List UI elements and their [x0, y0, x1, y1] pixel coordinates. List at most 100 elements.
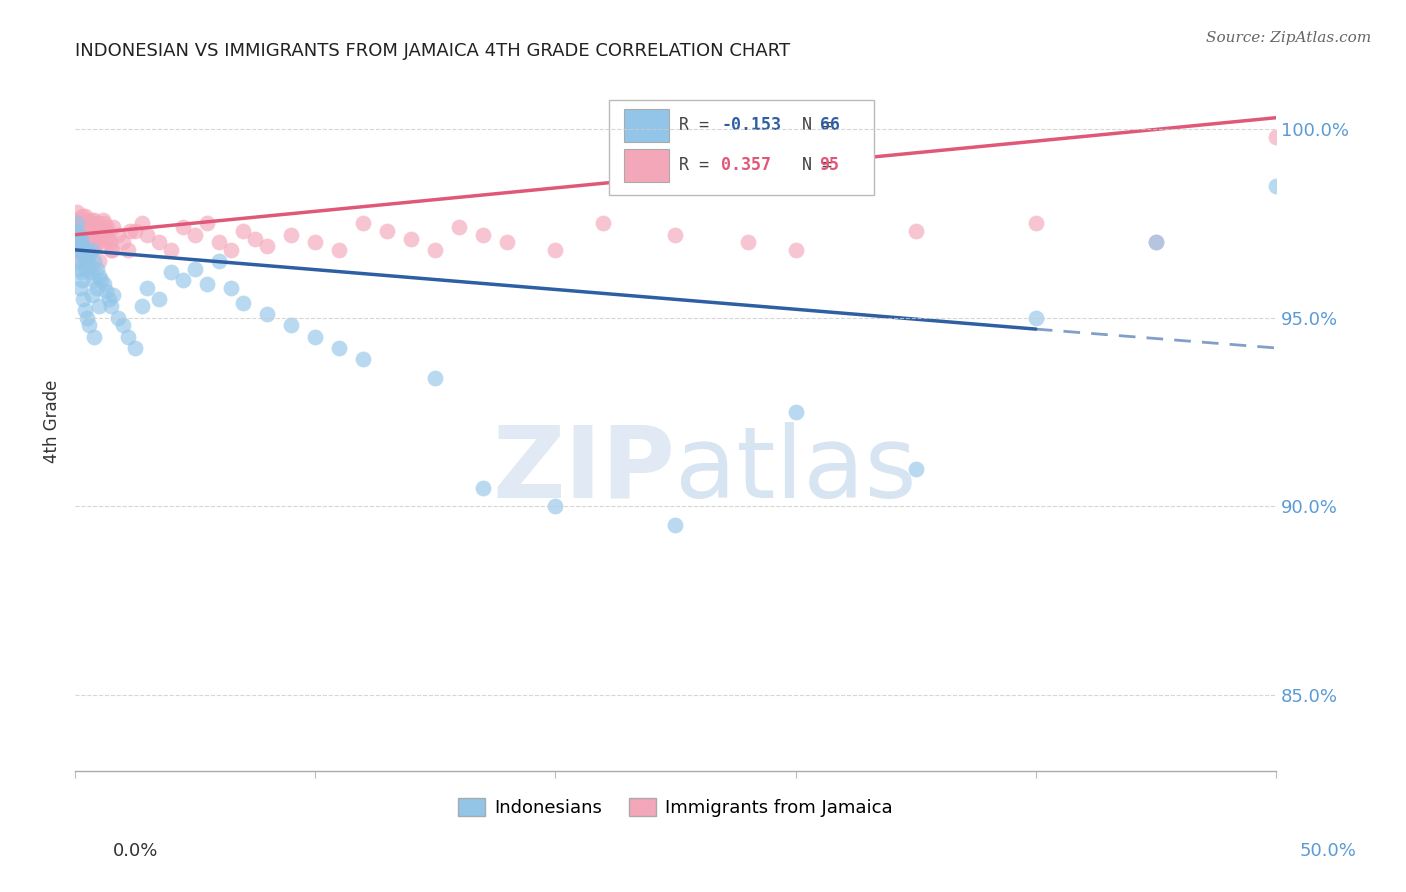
Point [592, 216, 614, 230]
Point [94, 231, 117, 245]
Point [425, 243, 447, 257]
Point [82, 231, 104, 245]
Text: INDONESIAN VS IMMIGRANTS FROM JAMAICA 4TH GRADE CORRELATION CHART: INDONESIAN VS IMMIGRANTS FROM JAMAICA 4T… [75, 42, 790, 60]
Point [77, 216, 100, 230]
Point [184, 261, 207, 276]
Point [75, 261, 97, 276]
Point [83, 239, 105, 253]
Point [1144, 235, 1167, 250]
Point [93, 277, 115, 291]
Point [544, 500, 567, 514]
Point [83, 329, 105, 343]
Text: 95: 95 [820, 156, 839, 174]
Point [87, 235, 110, 250]
Point [73, 224, 96, 238]
Point [148, 292, 170, 306]
FancyBboxPatch shape [624, 149, 669, 182]
Point [107, 227, 129, 242]
Point [304, 329, 326, 343]
Point [91, 212, 114, 227]
Point [76, 243, 98, 257]
Point [208, 254, 231, 268]
Point [87, 216, 110, 230]
Text: -0.153: -0.153 [721, 117, 782, 135]
Point [73, 212, 96, 227]
Point [904, 461, 927, 475]
Point [184, 227, 207, 242]
Text: atlas: atlas [675, 422, 917, 519]
Point [737, 235, 759, 250]
Point [75, 227, 97, 242]
Point [148, 235, 170, 250]
Point [69, 280, 91, 294]
Point [76, 243, 98, 257]
Point [1265, 178, 1288, 193]
Point [160, 265, 183, 279]
Text: 50.0%: 50.0% [1301, 842, 1357, 860]
Point [172, 220, 194, 235]
Point [328, 341, 350, 355]
Point [66, 243, 89, 257]
Point [103, 288, 125, 302]
Point [304, 235, 326, 250]
Point [103, 220, 125, 235]
Point [117, 243, 139, 257]
Point [70, 235, 93, 250]
Text: N =: N = [772, 117, 842, 135]
Point [96, 220, 118, 235]
Point [195, 216, 218, 230]
Point [70, 209, 93, 223]
Point [160, 243, 183, 257]
Point [66, 205, 89, 219]
Point [72, 246, 94, 260]
Point [79, 258, 101, 272]
Point [73, 254, 96, 268]
Point [70, 273, 93, 287]
Point [80, 235, 103, 250]
Point [80, 288, 103, 302]
Point [83, 254, 105, 268]
Point [352, 352, 374, 367]
Point [219, 243, 242, 257]
Text: N =: N = [772, 156, 842, 174]
Text: 0.0%: 0.0% [112, 842, 157, 860]
Point [97, 231, 120, 245]
FancyBboxPatch shape [609, 101, 873, 194]
Point [75, 209, 97, 223]
Point [131, 300, 153, 314]
Point [86, 280, 108, 294]
Point [87, 269, 110, 284]
Text: 66: 66 [820, 117, 839, 135]
Point [101, 243, 124, 257]
Point [66, 212, 89, 227]
Point [69, 254, 91, 268]
FancyBboxPatch shape [624, 109, 669, 142]
Point [82, 224, 104, 238]
Point [449, 220, 471, 235]
Point [70, 243, 93, 257]
Point [80, 212, 103, 227]
Point [72, 220, 94, 235]
Point [86, 235, 108, 250]
Point [79, 216, 101, 230]
Point [328, 243, 350, 257]
Point [98, 235, 121, 250]
Point [256, 239, 278, 253]
Point [904, 224, 927, 238]
Point [83, 212, 105, 227]
Point [117, 329, 139, 343]
Point [1144, 235, 1167, 250]
Point [80, 243, 103, 257]
Point [67, 212, 90, 227]
Point [73, 235, 96, 250]
Text: Source: ZipAtlas.com: Source: ZipAtlas.com [1205, 31, 1371, 45]
Point [100, 243, 122, 257]
Y-axis label: 4th Grade: 4th Grade [44, 380, 60, 463]
Point [76, 235, 98, 250]
Point [120, 224, 142, 238]
Point [112, 235, 135, 250]
Point [256, 307, 278, 321]
Point [280, 227, 302, 242]
Point [89, 227, 111, 242]
Point [73, 303, 96, 318]
